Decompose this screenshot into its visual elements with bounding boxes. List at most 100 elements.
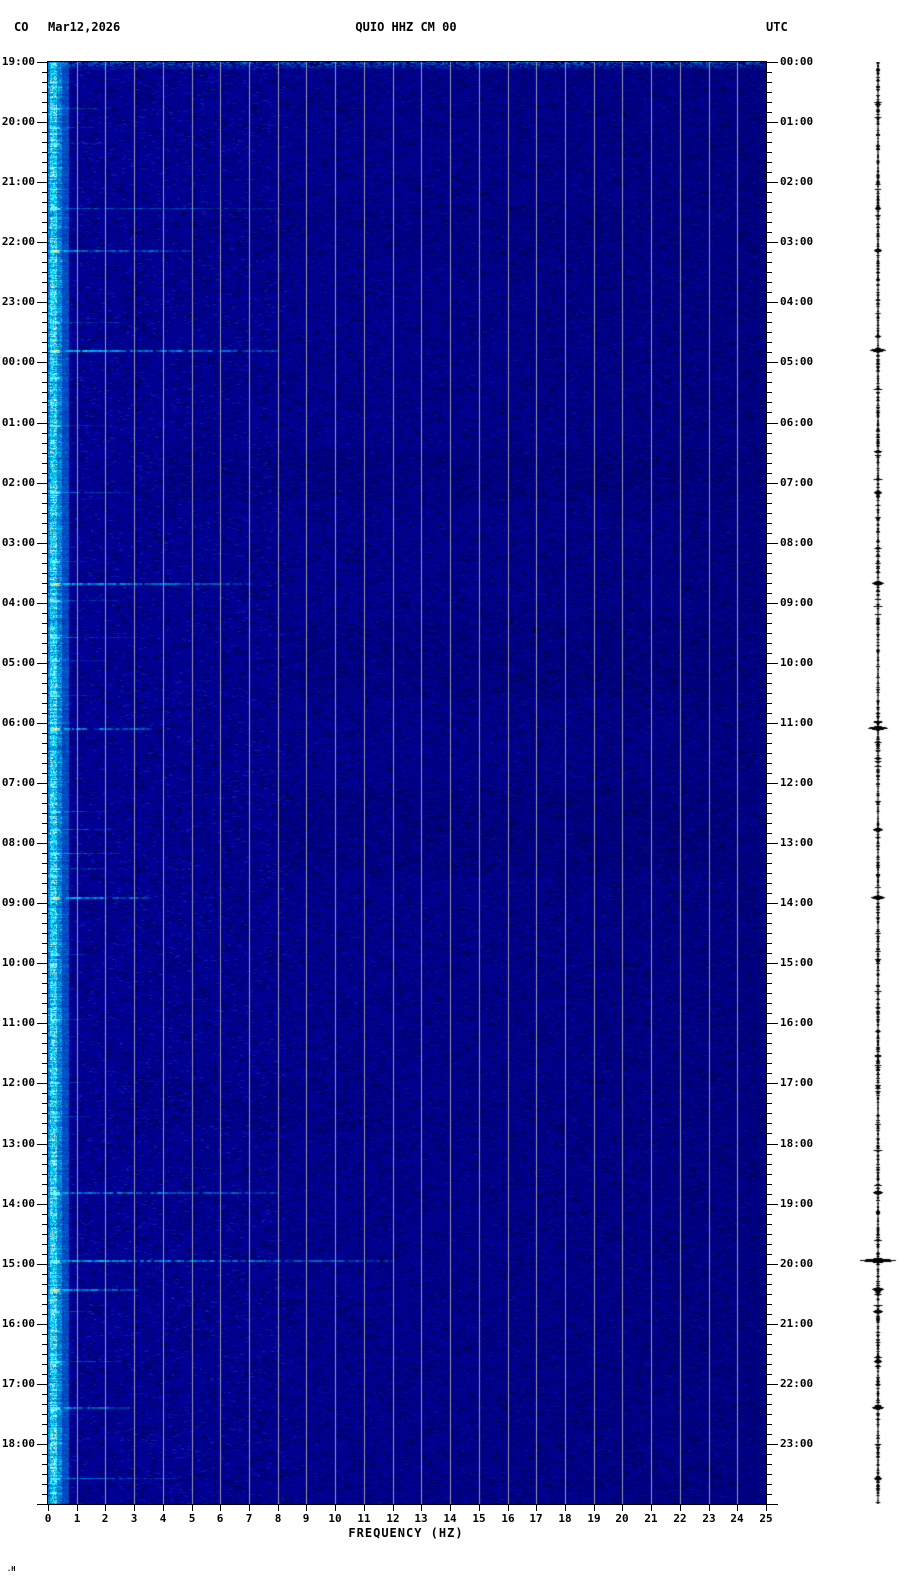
right-minor-tick	[766, 1173, 772, 1175]
freq-tick	[364, 1505, 365, 1511]
left-time-label: 10:00	[1, 956, 35, 970]
freq-tick-label: 16	[501, 1512, 515, 1525]
right-minor-tick	[766, 292, 772, 294]
right-minor-tick	[766, 202, 772, 204]
left-minor-tick	[42, 252, 47, 254]
right-minor-tick	[766, 1033, 772, 1035]
left-time-label: 06:00	[1, 715, 35, 729]
right-minor-tick	[766, 172, 772, 174]
left-minor-tick	[42, 1343, 47, 1345]
right-minor-tick	[766, 692, 772, 694]
freq-tick	[77, 1505, 78, 1511]
right-minor-tick	[766, 402, 772, 404]
left-minor-tick	[42, 1043, 47, 1045]
right-minor-tick	[766, 212, 772, 214]
right-minor-tick	[766, 332, 772, 334]
right-major-tick	[766, 122, 778, 124]
right-minor-tick	[766, 372, 772, 374]
right-minor-tick	[766, 1103, 772, 1105]
right-time-label: 08:00	[780, 535, 814, 549]
right-minor-tick	[766, 1273, 772, 1275]
freq-tick	[192, 1505, 193, 1511]
left-minor-tick	[42, 402, 47, 404]
left-minor-tick	[42, 712, 47, 714]
left-minor-tick	[42, 993, 47, 995]
left-minor-tick	[42, 752, 47, 754]
right-minor-tick	[766, 1343, 772, 1345]
left-time-label: 17:00	[1, 1376, 35, 1390]
left-minor-tick	[42, 1373, 47, 1375]
left-minor-tick	[42, 462, 47, 464]
left-minor-tick	[42, 1053, 47, 1055]
freq-tick-label: 9	[302, 1512, 310, 1525]
freq-tick	[48, 1505, 49, 1511]
left-minor-tick	[42, 162, 47, 164]
right-minor-tick	[766, 1233, 772, 1235]
left-time-label: 14:00	[1, 1196, 35, 1210]
right-major-tick	[766, 602, 778, 604]
right-minor-tick	[766, 1493, 772, 1495]
right-minor-tick	[766, 1013, 772, 1015]
right-minor-tick	[766, 1313, 772, 1315]
freq-tick-label: 20	[615, 1512, 629, 1525]
right-major-tick	[766, 422, 778, 424]
left-minor-tick	[42, 442, 47, 444]
left-major-tick	[37, 1383, 47, 1385]
right-major-tick	[766, 1323, 778, 1325]
right-minor-tick	[766, 833, 772, 835]
left-minor-tick	[42, 1363, 47, 1365]
right-time-label: 07:00	[780, 475, 814, 489]
left-time-label: 20:00	[1, 115, 35, 129]
right-minor-tick	[766, 1063, 772, 1065]
left-minor-tick	[42, 352, 47, 354]
freq-tick-label: 23	[702, 1512, 716, 1525]
right-minor-tick	[766, 1413, 772, 1415]
right-major-tick	[766, 843, 778, 845]
left-minor-tick	[42, 692, 47, 694]
right-minor-tick	[766, 1213, 772, 1215]
left-major-tick	[37, 1443, 47, 1445]
left-time-label: 05:00	[1, 655, 35, 669]
left-major-tick	[37, 62, 47, 63]
left-minor-tick	[42, 552, 47, 554]
right-minor-tick	[766, 582, 772, 584]
left-major-tick	[37, 542, 47, 544]
left-minor-tick	[42, 1213, 47, 1215]
left-minor-tick	[42, 312, 47, 314]
left-minor-tick	[42, 1433, 47, 1435]
right-major-tick	[766, 542, 778, 544]
right-minor-tick	[766, 412, 772, 414]
right-minor-tick	[766, 382, 772, 384]
right-major-tick	[766, 182, 778, 184]
freq-tick	[249, 1505, 250, 1511]
left-minor-tick	[42, 1423, 47, 1425]
left-minor-tick	[42, 592, 47, 594]
left-time-label: 13:00	[1, 1136, 35, 1150]
left-minor-tick	[42, 1393, 47, 1395]
right-major-tick	[766, 242, 778, 244]
right-minor-tick	[766, 272, 772, 274]
right-minor-tick	[766, 752, 772, 754]
left-minor-tick	[42, 762, 47, 764]
freq-tick-label: 24	[730, 1512, 744, 1525]
right-minor-tick	[766, 592, 772, 594]
right-minor-tick	[766, 803, 772, 805]
right-time-label: 18:00	[780, 1136, 814, 1150]
right-minor-tick	[766, 532, 772, 534]
left-minor-tick	[42, 132, 47, 134]
right-minor-tick	[766, 1043, 772, 1045]
right-minor-tick	[766, 1293, 772, 1295]
right-minor-tick	[766, 502, 772, 504]
freq-tick	[709, 1505, 710, 1511]
left-time-label: 21:00	[1, 175, 35, 189]
left-time-label: 16:00	[1, 1316, 35, 1330]
right-minor-tick	[766, 732, 772, 734]
spectrogram-plot-frame	[47, 61, 767, 1505]
right-minor-tick	[766, 793, 772, 794]
right-minor-tick	[766, 823, 772, 825]
left-time-label: 00:00	[1, 355, 35, 369]
right-major-tick	[766, 1383, 778, 1385]
left-time-label: 02:00	[1, 475, 35, 489]
left-minor-tick	[42, 742, 47, 744]
left-minor-tick	[42, 913, 47, 915]
